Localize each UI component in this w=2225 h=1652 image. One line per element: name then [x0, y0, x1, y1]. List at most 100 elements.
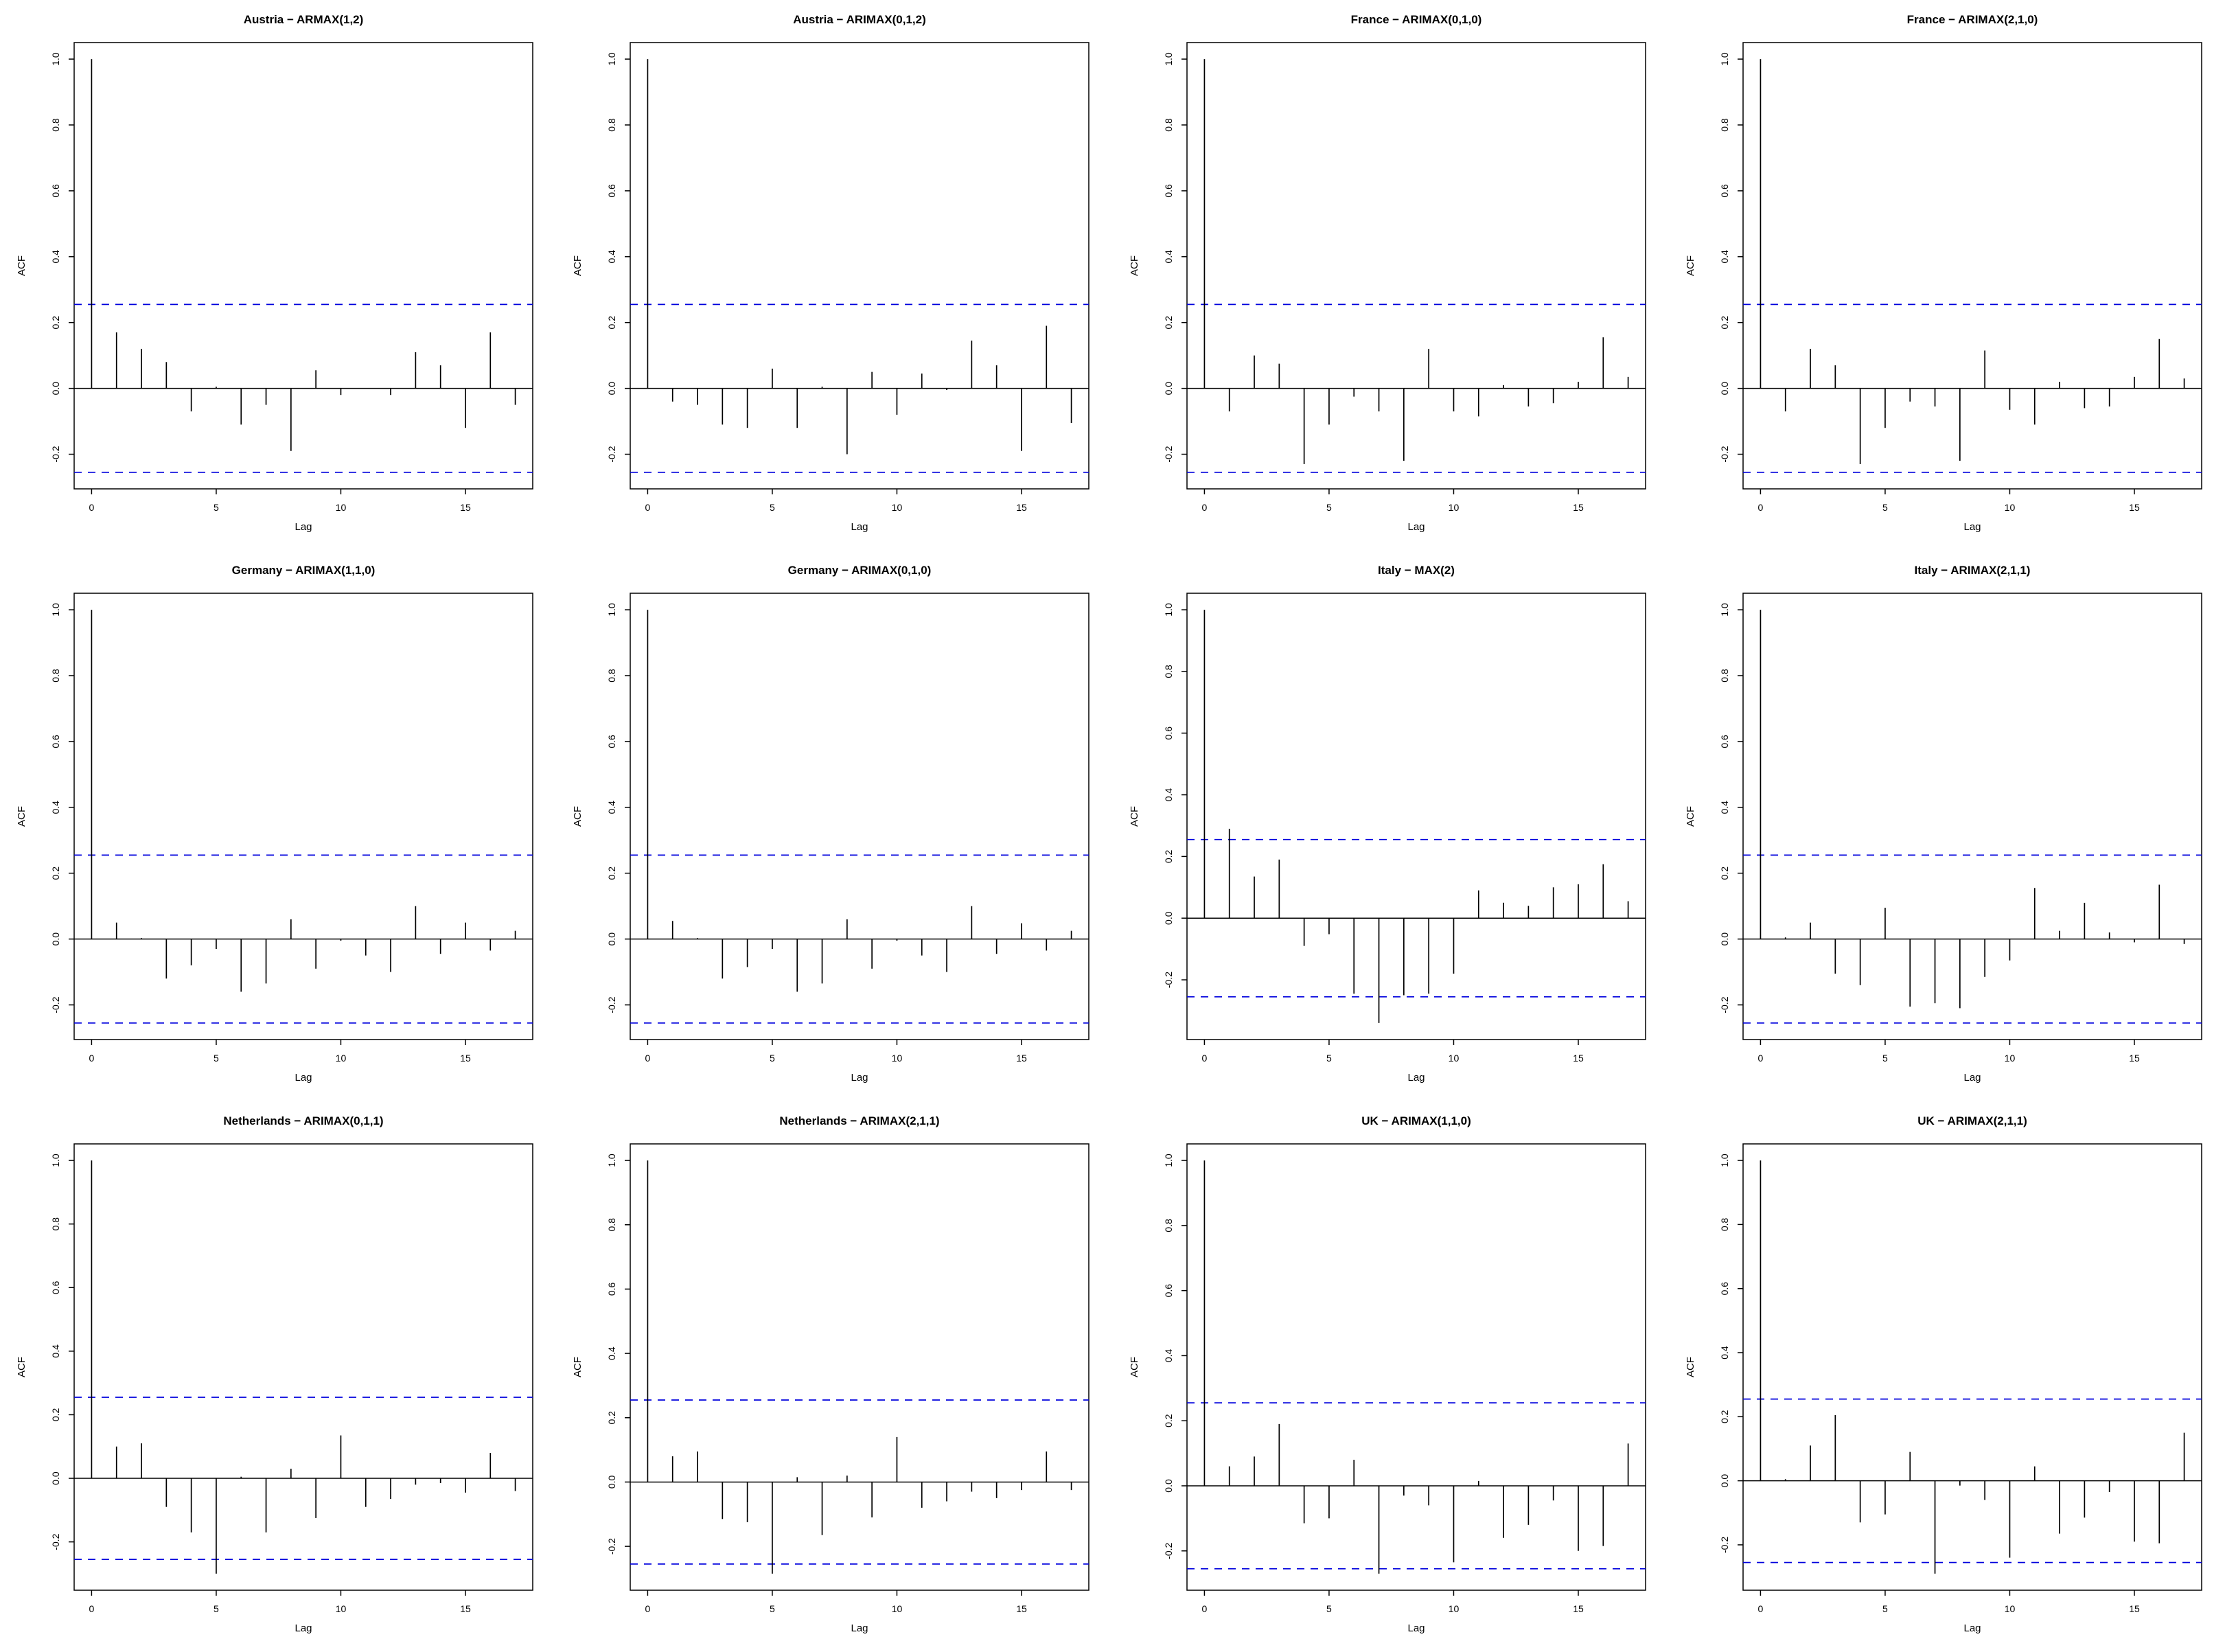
- y-tick-label: 0.6: [1163, 1284, 1174, 1298]
- axis-label-y: ACF: [1129, 1357, 1140, 1377]
- x-tick-label: 10: [892, 1053, 903, 1064]
- x-tick-label: 5: [1882, 1053, 1888, 1064]
- plot-box: [1186, 42, 1646, 490]
- y-tick-label: 0.6: [1163, 184, 1174, 198]
- y-tick-label: 0.4: [1719, 801, 1730, 814]
- x-tick-label: 0: [89, 1603, 95, 1614]
- y-tick-label: -0.2: [1719, 996, 1730, 1013]
- y-tick-label: 0.6: [1719, 184, 1730, 198]
- y-tick-label: 0.6: [1163, 726, 1174, 740]
- y-tick-label: 0.4: [606, 1346, 617, 1360]
- axis-label-y: ACF: [16, 1357, 27, 1377]
- acf-plot-canvas: 0 5 10 15 -0.2 0.0 0.2 0.4 0.6 0.8 1.0 France − ARI…: [1129, 13, 1646, 533]
- acf-subplot-7: 0 5 10 15 -0.2 0.0 0.2 0.4 0.6 0.8 1.0 Italy − ARIM…: [1669, 551, 2225, 1105]
- y-tick-label: 1.0: [1719, 603, 1730, 617]
- x-tick-label: 15: [1573, 1603, 1584, 1614]
- y-tick-label: 0.8: [1719, 118, 1730, 132]
- acf-subplot-2: 0 5 10 15 -0.2 0.0 0.2 0.4 0.6 0.8 1.0 France − ARI…: [1113, 0, 1669, 554]
- y-tick-label: -0.2: [606, 446, 617, 462]
- y-tick-label: -0.2: [1163, 972, 1174, 988]
- y-tick-label: 0.6: [50, 1281, 61, 1294]
- y-tick-label: 1.0: [1163, 52, 1174, 66]
- y-tick-label: 0.4: [606, 801, 617, 814]
- x-tick-label: 15: [2129, 1603, 2140, 1614]
- plot-box: [73, 593, 533, 1040]
- x-tick-label: 15: [460, 1053, 471, 1064]
- y-tick-label: 0.4: [1163, 788, 1174, 802]
- acf-plot-canvas: 0 5 10 15 -0.2 0.0 0.2 0.4 0.6 0.8 1.0 Netherlands …: [572, 1114, 1090, 1634]
- axis-label-x: Lag: [1963, 1622, 1981, 1634]
- axis-label-x: Lag: [1963, 1072, 1981, 1083]
- y-tick-label: 0.0: [1719, 1474, 1730, 1488]
- x-tick-label: 10: [1449, 502, 1460, 513]
- x-tick-label: 5: [214, 502, 219, 513]
- y-tick-label: 1.0: [50, 603, 61, 617]
- y-tick-label: -0.2: [1163, 1542, 1174, 1559]
- acf-stems: [1203, 610, 1629, 1023]
- x-tick-label: 5: [214, 1603, 219, 1614]
- y-tick-label: 0.0: [606, 932, 617, 946]
- y-tick-label: 0.6: [1719, 1282, 1730, 1296]
- x-tick-label: 5: [770, 1053, 775, 1064]
- y-tick-label: -0.2: [1163, 446, 1174, 462]
- y-tick-label: 0.6: [50, 184, 61, 198]
- y-tick-label: 0.8: [606, 1218, 617, 1232]
- y-tick-label: 0.2: [606, 1411, 617, 1425]
- y-tick-label: 0.2: [1163, 316, 1174, 330]
- acf-plot-canvas: 0 5 10 15 -0.2 0.0 0.2 0.4 0.6 0.8 1.0 UK − ARIMAX(…: [1129, 1114, 1646, 1634]
- y-tick-label: 0.0: [1163, 1479, 1174, 1493]
- axis-label-x: Lag: [851, 521, 868, 533]
- x-tick-label: 15: [1573, 1053, 1584, 1064]
- x-tick-label: 10: [2005, 1603, 2016, 1614]
- x-tick-label: 5: [1326, 1053, 1332, 1064]
- acf-subplot-10: 0 5 10 15 -0.2 0.0 0.2 0.4 0.6 0.8 1.0 UK − ARIMAX(…: [1113, 1101, 1669, 1652]
- y-tick-label: 1.0: [606, 603, 617, 617]
- plot-title: UK − ARIMAX(2,1,1): [1917, 1114, 2027, 1127]
- y-tick-label: 0.0: [50, 1471, 61, 1485]
- y-tick-label: 0.2: [1163, 849, 1174, 863]
- plot-box: [1186, 593, 1646, 1040]
- axis-label-x: Lag: [1963, 521, 1981, 533]
- acf-stems: [647, 59, 1072, 455]
- y-tick-label: -0.2: [50, 446, 61, 462]
- plot-box: [630, 593, 1090, 1040]
- y-tick-label: 0.2: [50, 1408, 61, 1422]
- y-tick-label: 1.0: [1163, 603, 1174, 617]
- x-tick-label: 0: [1202, 1053, 1208, 1064]
- y-tick-label: 0.8: [50, 669, 61, 682]
- acf-stems: [91, 1160, 516, 1574]
- acf-subplot-0: 0 5 10 15 -0.2 0.0 0.2 0.4 0.6 0.8 1.0 Austria − AR…: [0, 0, 556, 554]
- acf-subplot-1: 0 5 10 15 -0.2 0.0 0.2 0.4 0.6 0.8 1.0 Austria − AR…: [556, 0, 1112, 554]
- axis-label-y: ACF: [1129, 255, 1140, 276]
- y-tick-label: 1.0: [1163, 1154, 1174, 1167]
- plot-box: [73, 1143, 533, 1591]
- acf-plot-canvas: 0 5 10 15 -0.2 0.0 0.2 0.4 0.6 0.8 1.0 UK − ARIMAX(…: [1685, 1114, 2202, 1634]
- y-tick-label: 0.0: [50, 932, 61, 946]
- y-tick-label: 0.2: [50, 316, 61, 330]
- y-tick-label: 1.0: [606, 52, 617, 66]
- x-tick-label: 15: [1016, 502, 1027, 513]
- acf-stems: [91, 59, 516, 451]
- y-tick-label: 0.8: [50, 1217, 61, 1231]
- acf-plot-canvas: 0 5 10 15 -0.2 0.0 0.2 0.4 0.6 0.8 1.0 France − ARI…: [1685, 13, 2202, 533]
- axis-label-x: Lag: [295, 1622, 312, 1634]
- x-tick-label: 0: [1202, 1603, 1208, 1614]
- x-tick-label: 15: [460, 1603, 471, 1614]
- x-tick-label: 0: [1758, 1603, 1764, 1614]
- axis-label-x: Lag: [295, 521, 312, 533]
- y-tick-label: 0.6: [50, 735, 61, 748]
- y-tick-label: 0.2: [1719, 316, 1730, 330]
- y-tick-label: -0.2: [50, 996, 61, 1013]
- acf-subplot-6: 0 5 10 15 -0.2 0.0 0.2 0.4 0.6 0.8 1.0 Italy − MAX(…: [1113, 551, 1669, 1105]
- plot-box: [1742, 593, 2202, 1040]
- axis-label-x: Lag: [1407, 1072, 1425, 1083]
- axis-label-y: ACF: [16, 255, 27, 276]
- y-tick-label: 0.2: [1719, 1410, 1730, 1423]
- axis-label-x: Lag: [851, 1072, 868, 1083]
- acf-plot-canvas: 0 5 10 15 -0.2 0.0 0.2 0.4 0.6 0.8 1.0 Austria − AR…: [572, 13, 1090, 533]
- axis-label-x: Lag: [851, 1622, 868, 1634]
- x-tick-label: 5: [1882, 502, 1888, 513]
- y-tick-label: 1.0: [606, 1154, 617, 1167]
- y-tick-label: 0.2: [1719, 867, 1730, 880]
- y-tick-label: 1.0: [1719, 1154, 1730, 1167]
